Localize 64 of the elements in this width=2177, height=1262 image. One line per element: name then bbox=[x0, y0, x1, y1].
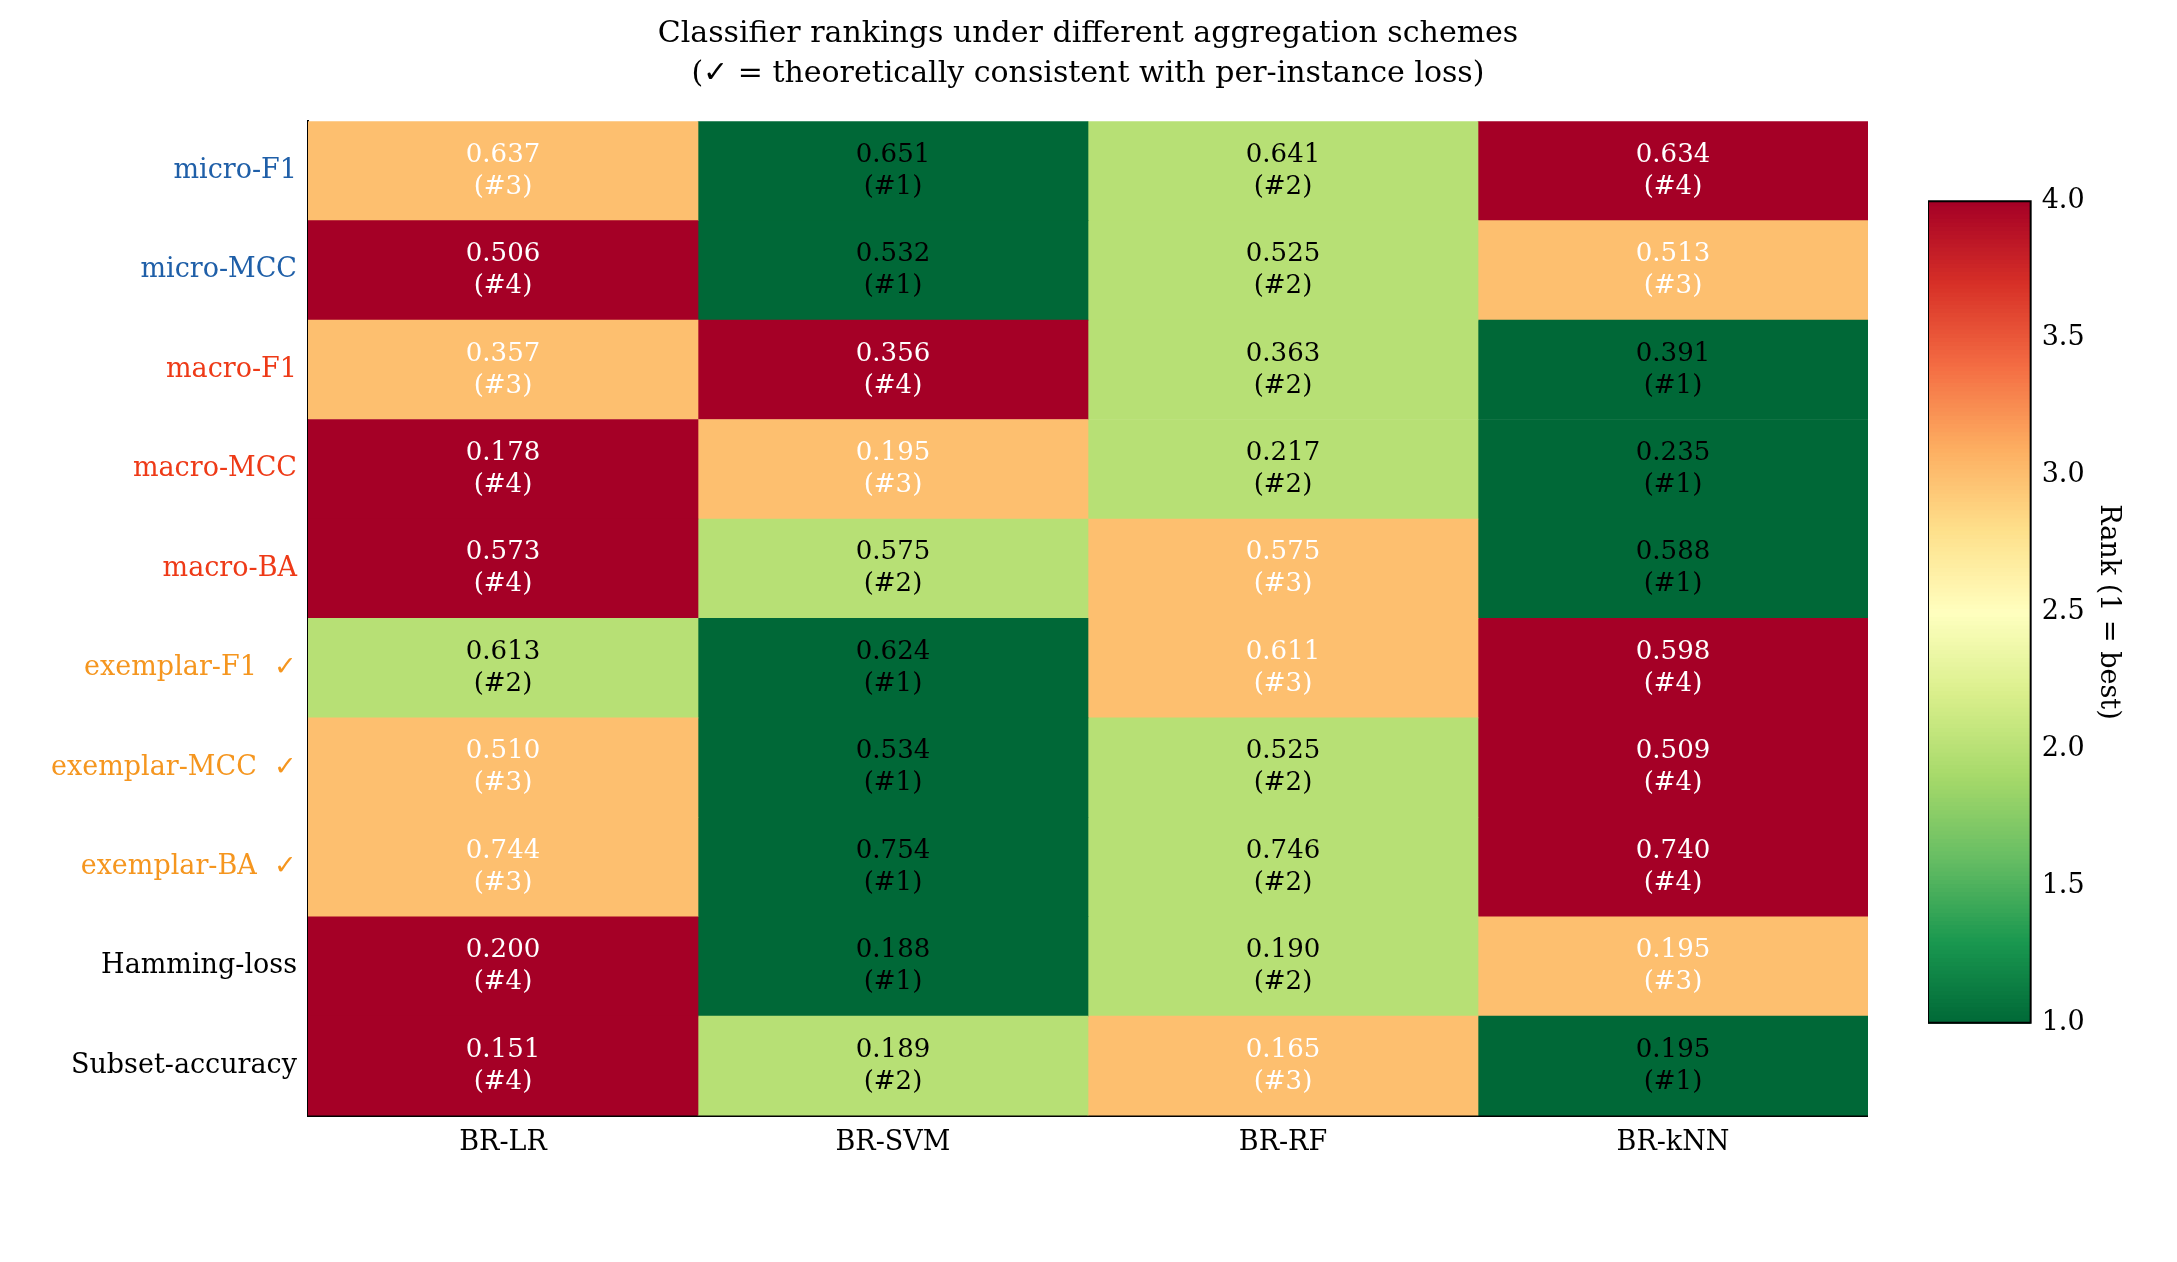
data-label: 0.506 (#4) bbox=[465, 237, 541, 300]
y-tick-label: exemplar-F1 ✓ bbox=[84, 650, 297, 682]
x-tick-label: BR-kNN bbox=[1616, 1124, 1730, 1156]
y-tick-label: macro-MCC bbox=[132, 451, 297, 483]
data-label: 0.754 (#1) bbox=[855, 833, 931, 896]
data-label: 0.151 (#4) bbox=[465, 1032, 541, 1095]
data-label: 0.363 (#2) bbox=[1245, 336, 1321, 399]
y-tick-label: exemplar-MCC ✓ bbox=[51, 749, 297, 781]
data-label: 0.513 (#3) bbox=[1635, 237, 1711, 300]
data-label: 0.525 (#2) bbox=[1245, 237, 1321, 300]
data-label: 0.588 (#1) bbox=[1635, 535, 1711, 598]
data-label: 0.573 (#4) bbox=[465, 535, 541, 598]
data-label: 0.195 (#3) bbox=[855, 435, 931, 498]
data-label: 0.195 (#1) bbox=[1635, 1032, 1711, 1095]
y-tick-label: macro-F1 bbox=[165, 351, 297, 383]
data-label: 0.356 (#4) bbox=[855, 336, 931, 399]
y-tick-label: Subset-accuracy bbox=[70, 1047, 298, 1079]
data-label: 0.357 (#3) bbox=[465, 336, 541, 399]
data-label: 0.200 (#4) bbox=[465, 933, 541, 996]
data-label: 0.613 (#2) bbox=[465, 634, 541, 697]
data-label: 0.165 (#3) bbox=[1245, 1032, 1321, 1095]
data-label: 0.744 (#3) bbox=[465, 833, 541, 896]
data-label: 0.575 (#2) bbox=[855, 535, 931, 598]
data-label: 0.217 (#2) bbox=[1245, 435, 1321, 498]
data-label: 0.634 (#4) bbox=[1635, 137, 1711, 200]
data-label: 0.391 (#1) bbox=[1635, 336, 1711, 399]
x-tick-label: BR-SVM bbox=[835, 1124, 951, 1156]
y-tick-label: micro-F1 bbox=[173, 152, 297, 184]
data-label: 0.575 (#3) bbox=[1245, 535, 1321, 598]
color-bar-label: 1.0 bbox=[2041, 1004, 2085, 1036]
x-tick-label: BR-RF bbox=[1238, 1124, 1328, 1156]
chart-title: Classifier rankings under different aggregation schemes bbox=[656, 13, 1520, 51]
y-tick-label: Hamming-loss bbox=[101, 948, 297, 980]
color-bar-label: 3.0 bbox=[2041, 457, 2085, 489]
data-label: 0.740 (#4) bbox=[1635, 833, 1711, 896]
data-label: 0.235 (#1) bbox=[1635, 435, 1711, 498]
chart-subtitle: (✓ = theoretically consistent with per-instance loss) bbox=[690, 53, 1486, 91]
data-label: 0.188 (#1) bbox=[855, 933, 931, 996]
data-label: 0.509 (#4) bbox=[1635, 734, 1711, 797]
data-label: 0.611 (#3) bbox=[1245, 634, 1321, 697]
data-label: 0.195 (#3) bbox=[1635, 933, 1711, 996]
data-label: 0.637 (#3) bbox=[465, 137, 541, 200]
color-bar-label: 4.0 bbox=[2041, 183, 2085, 215]
color-bar-label: 2.0 bbox=[2041, 730, 2085, 762]
data-label: 0.651 (#1) bbox=[855, 137, 931, 200]
data-label: 0.178 (#4) bbox=[465, 435, 541, 498]
data-label: 0.190 (#2) bbox=[1245, 933, 1321, 996]
data-label: 0.532 (#1) bbox=[855, 237, 931, 300]
data-label: 0.510 (#3) bbox=[465, 734, 541, 797]
x-tick-label: BR-LR bbox=[459, 1124, 548, 1156]
data-label: 0.746 (#2) bbox=[1245, 833, 1321, 896]
data-label: 0.641 (#2) bbox=[1245, 137, 1321, 200]
y-tick-label: micro-MCC bbox=[140, 252, 297, 284]
data-label: 0.189 (#2) bbox=[855, 1032, 931, 1095]
y-tick-label: macro-BA bbox=[162, 550, 298, 582]
data-label: 0.534 (#1) bbox=[855, 734, 931, 797]
color-bar-label: 3.5 bbox=[2041, 320, 2085, 352]
y-tick-label: exemplar-BA ✓ bbox=[80, 849, 297, 881]
data-label: 0.525 (#2) bbox=[1245, 734, 1321, 797]
data-label: 0.598 (#4) bbox=[1635, 634, 1711, 697]
color-bar-label: 2.5 bbox=[2041, 594, 2085, 626]
color-bar-title: Rank (1 = best) bbox=[2094, 504, 2126, 720]
data-label: 0.624 (#1) bbox=[855, 634, 931, 697]
color-bar-label: 1.5 bbox=[2041, 867, 2085, 899]
